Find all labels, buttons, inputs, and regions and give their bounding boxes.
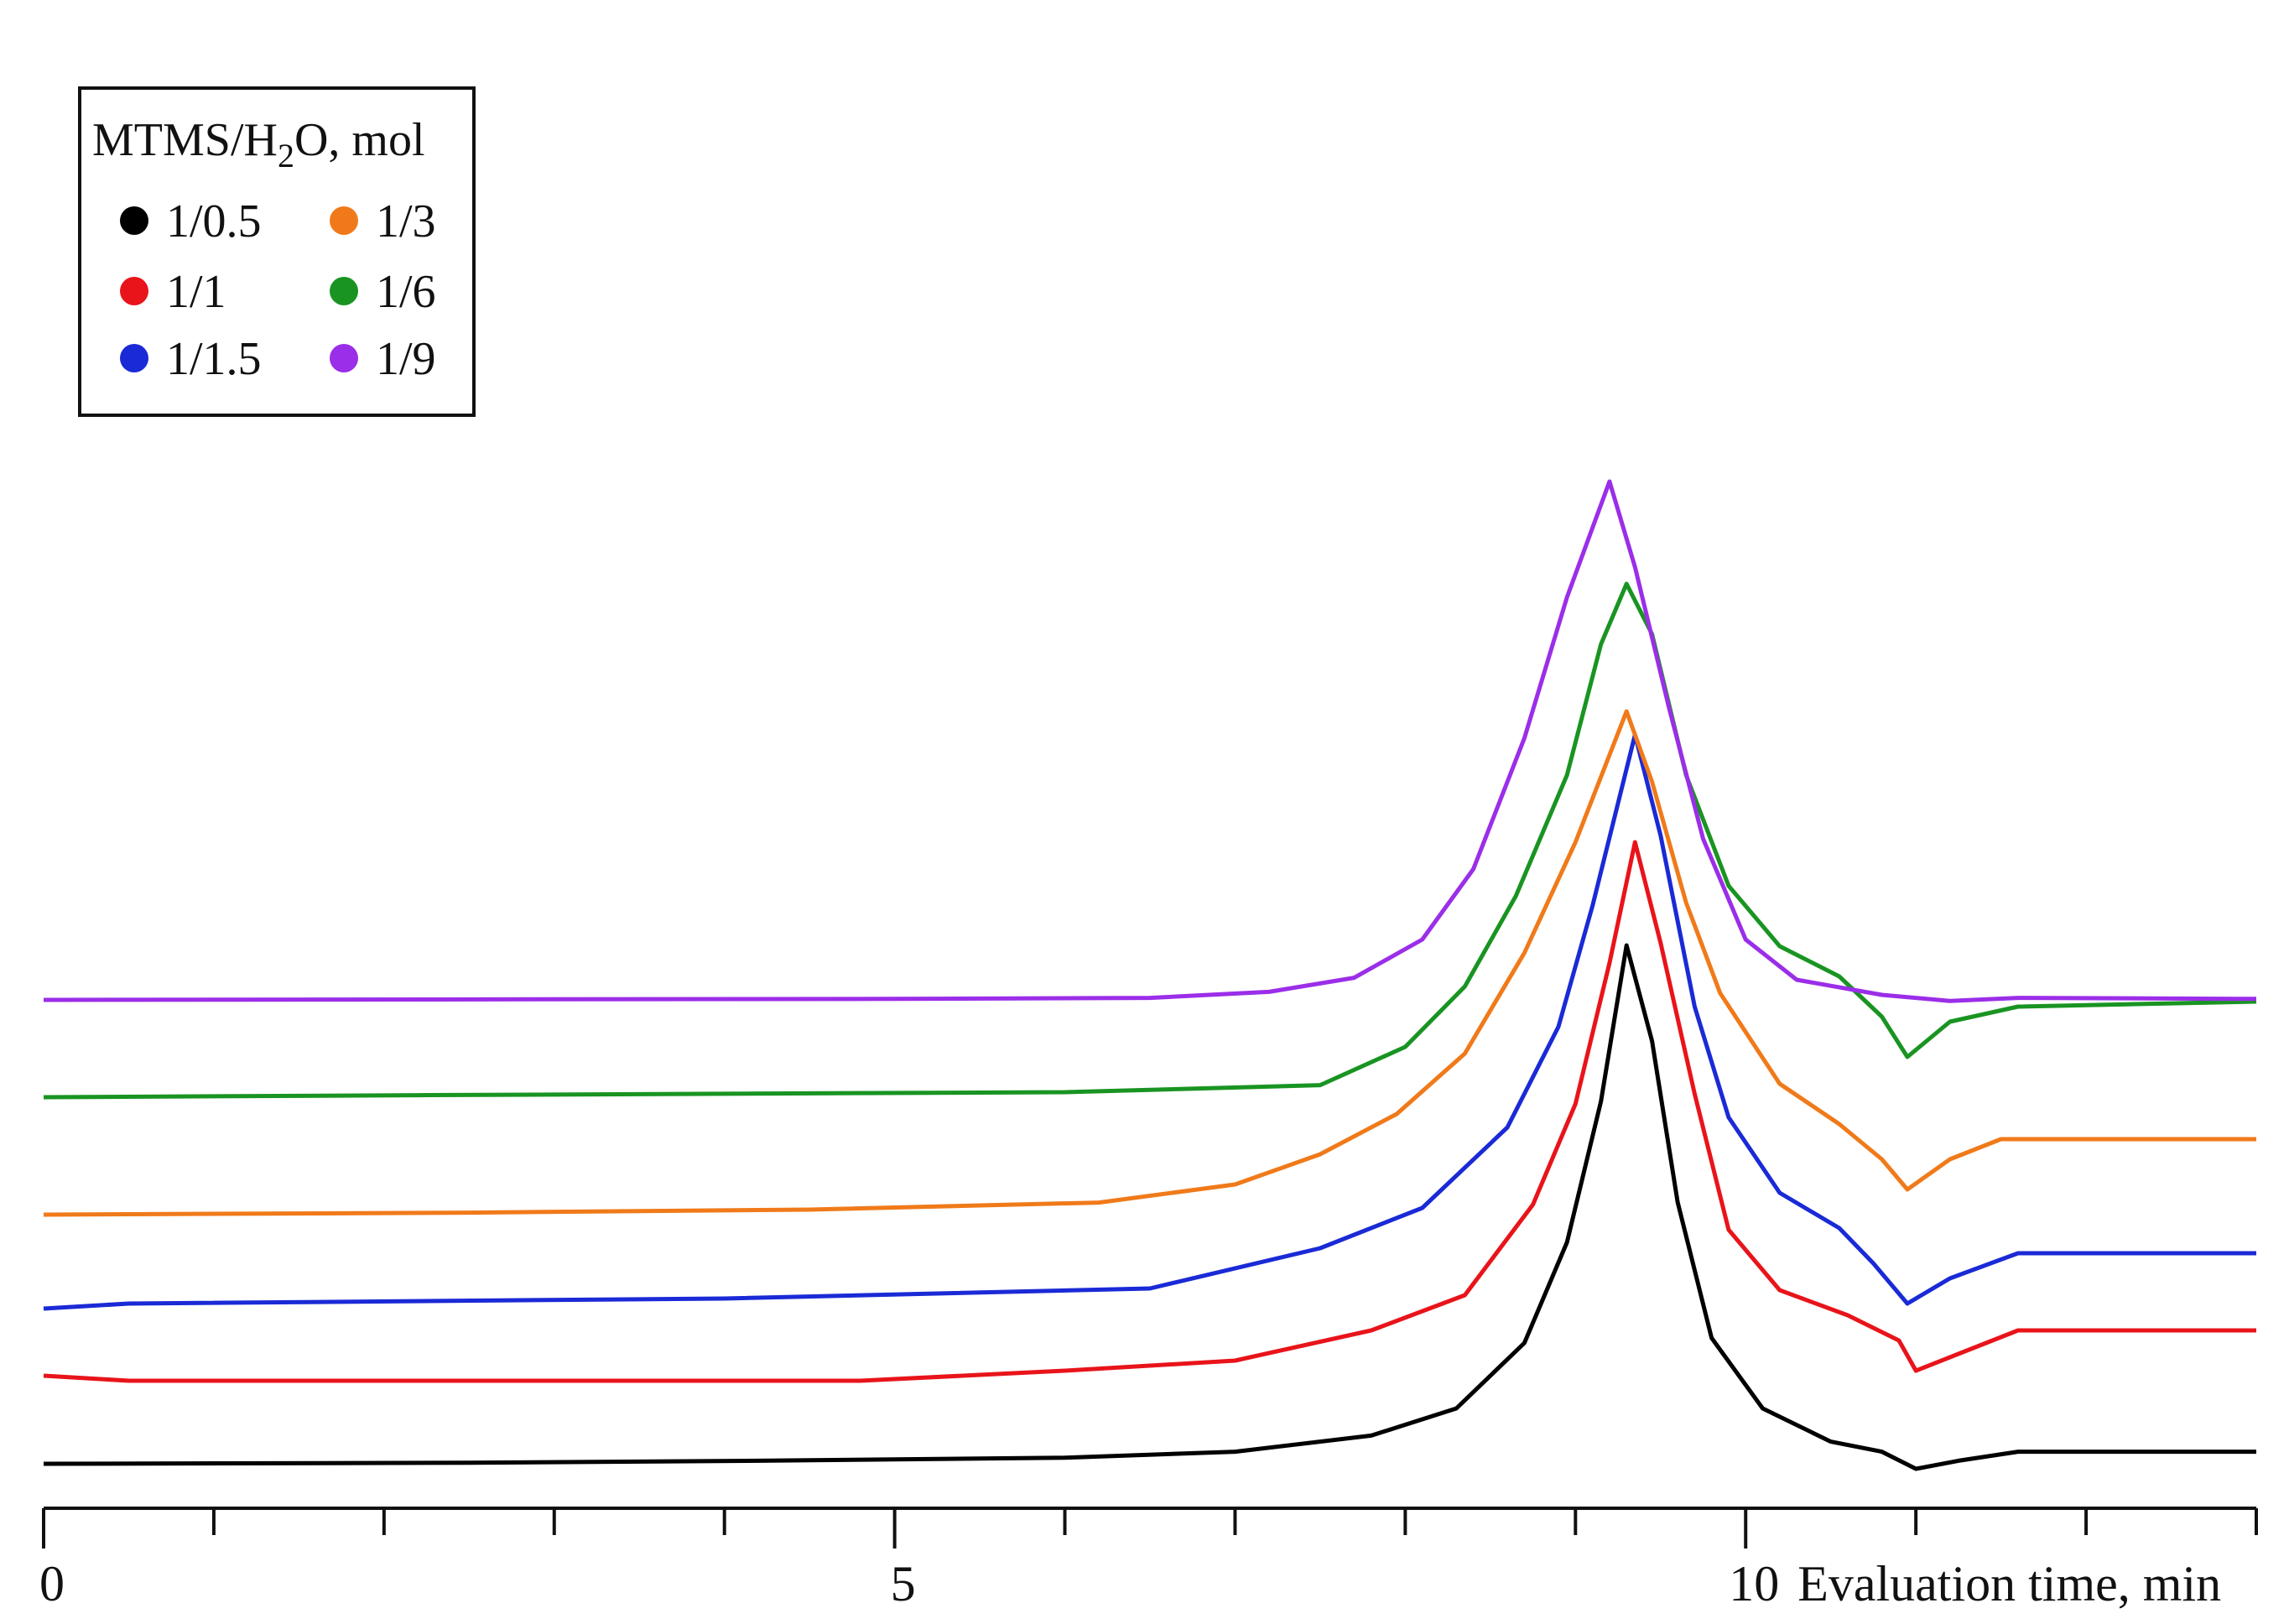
legend-marker xyxy=(120,344,148,372)
legend-marker xyxy=(330,277,358,305)
legend-label: 1/6 xyxy=(376,266,436,318)
x-tick-label: 5 xyxy=(891,1556,916,1611)
legend-title-main: MTMS/H xyxy=(92,114,278,166)
series-line-1-1-5 xyxy=(43,732,2256,1311)
legend-marker xyxy=(120,277,148,305)
legend-title-sub: 2 xyxy=(278,137,294,174)
x-axis-title: Evaluation time, min xyxy=(1797,1556,2221,1611)
legend-marker xyxy=(120,206,148,235)
series-line-1-9 xyxy=(43,479,2257,1003)
series-line-1-0-5 xyxy=(43,943,2256,1471)
x-axis: 0 5 10 xyxy=(39,1507,2258,1611)
legend: MTMS/H2O, mol 1/0.5 1/1 1/1.5 1/3 1/6 1/9 xyxy=(78,86,476,417)
legend-items: 1/0.5 1/1 1/1.5 1/3 1/6 1/9 xyxy=(120,195,436,385)
x-tick-label: 10 xyxy=(1729,1556,1779,1611)
legend-marker xyxy=(330,344,358,372)
series-layer xyxy=(43,479,2257,1471)
legend-marker xyxy=(330,206,358,235)
legend-label: 1/3 xyxy=(376,195,436,247)
series-line-1-3 xyxy=(43,709,2256,1217)
series-line-1-1 xyxy=(43,840,2256,1383)
legend-label: 1/1 xyxy=(166,266,226,318)
series-line-1-6 xyxy=(43,581,2257,1100)
legend-title-rest: O, mol xyxy=(294,114,425,166)
legend-label: 1/9 xyxy=(376,333,436,385)
legend-title: MTMS/H2O, mol xyxy=(92,114,425,174)
legend-label: 1/0.5 xyxy=(166,195,262,247)
x-tick-label: 0 xyxy=(39,1556,65,1611)
legend-label: 1/1.5 xyxy=(166,333,262,385)
